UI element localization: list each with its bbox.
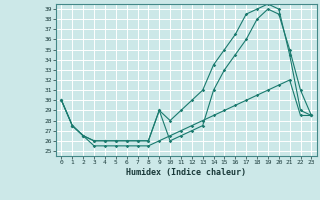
X-axis label: Humidex (Indice chaleur): Humidex (Indice chaleur) [126, 168, 246, 177]
